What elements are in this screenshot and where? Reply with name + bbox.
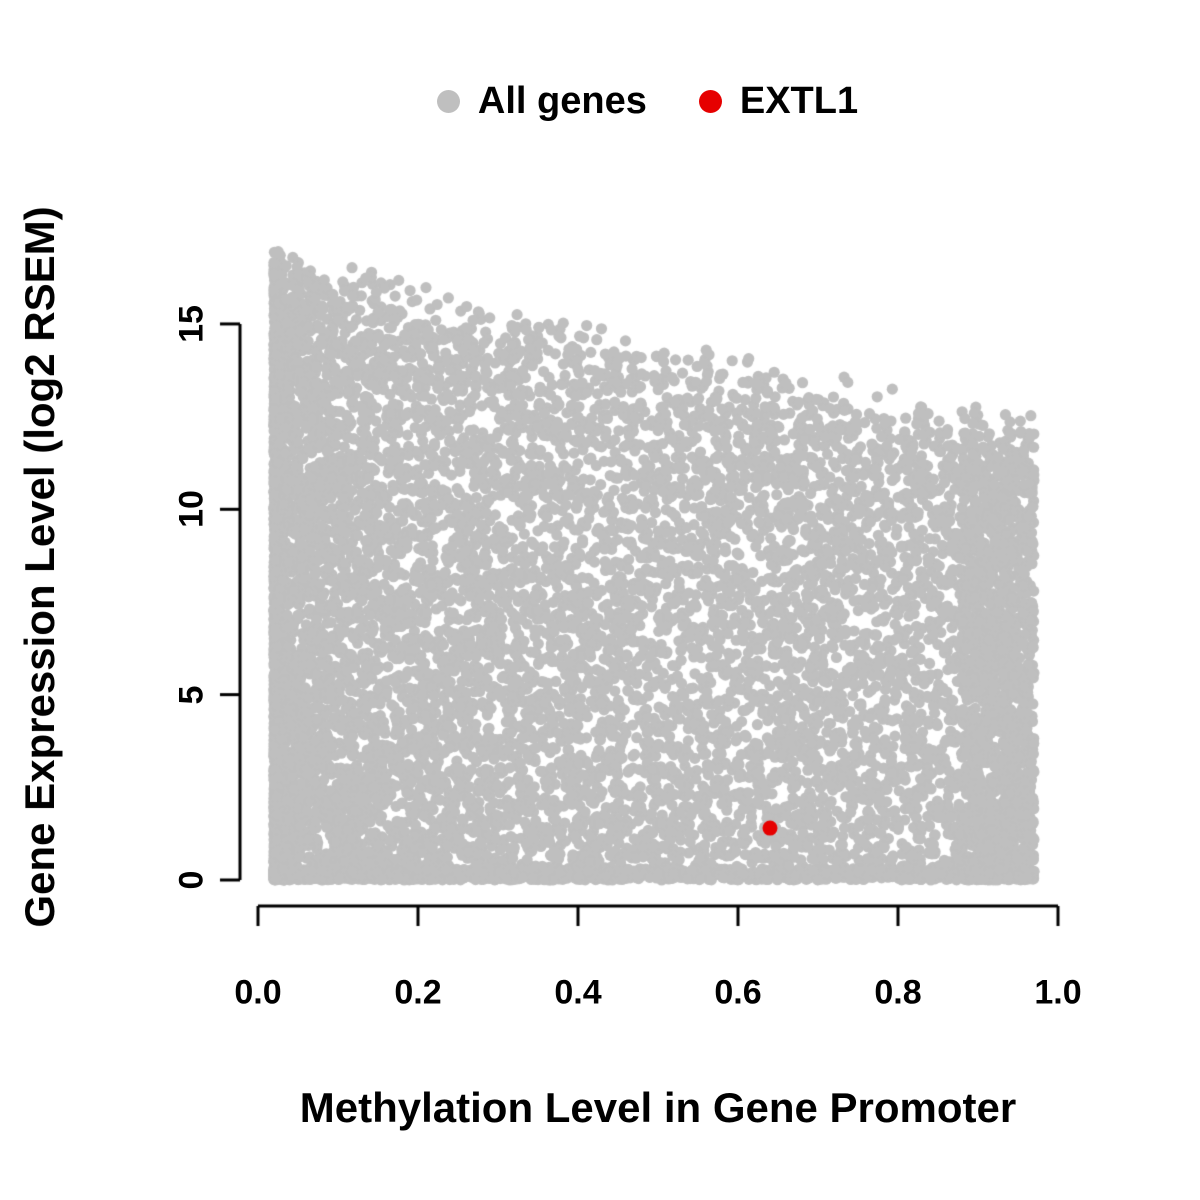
x-tick-label: 0.4 [554,973,602,1012]
y-tick-label: 10 [172,490,211,529]
y-tick-label: 15 [172,305,211,343]
x-tick-label: 1.0 [1034,973,1082,1012]
x-tick-label: 0.6 [714,973,762,1012]
legend-marker-all-genes-icon [436,90,460,113]
legend-label-extl1: EXTL1 [739,80,859,122]
chart-legend: All genes EXTL1 [237,80,1058,123]
y-axis-label: Gene Expression Level (log2 RSEM) [16,206,63,928]
x-axis-label: Methylation Level in Gene Promoter [299,1084,1017,1131]
x-tick-label: 0.8 [874,973,922,1012]
legend-item-all-genes: All genes [436,80,647,123]
legend-marker-extl1-icon [698,90,722,113]
x-tick-label: 0.2 [394,973,442,1012]
y-tick-label: 0 [172,870,211,890]
legend-label-all-genes: All genes [477,80,647,122]
x-tick-label: 0.0 [234,973,282,1012]
legend-item-extl1: EXTL1 [698,80,859,123]
y-tick-label: 5 [172,685,211,705]
